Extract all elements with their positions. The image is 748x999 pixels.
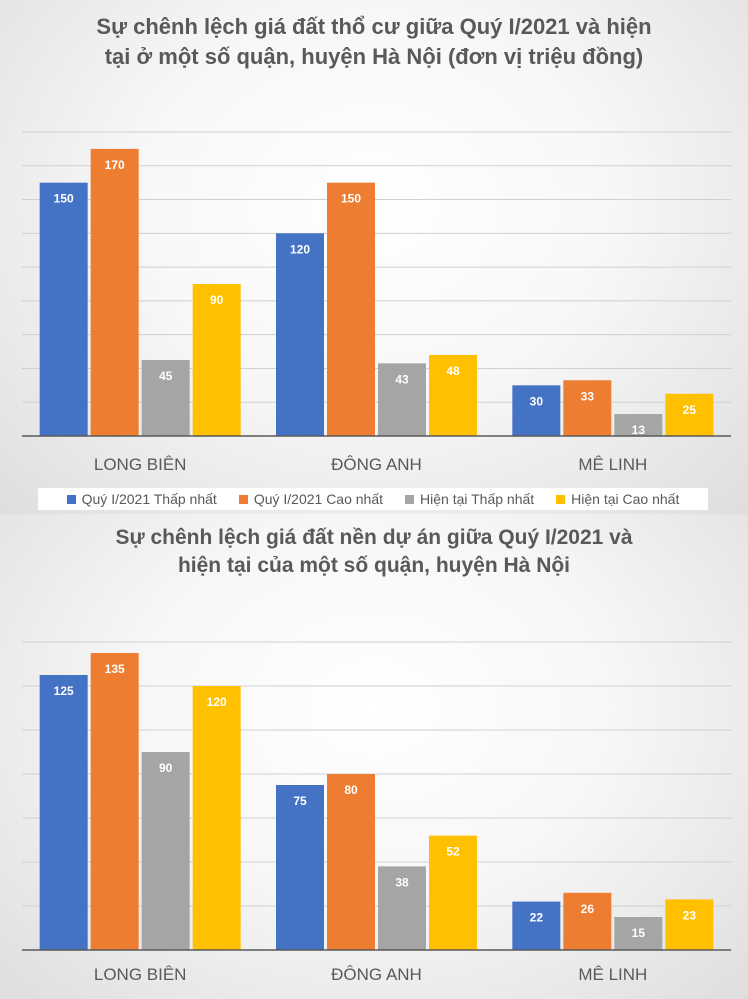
data-label: 135 xyxy=(105,662,125,676)
category-label: ĐÔNG ANH xyxy=(331,965,422,984)
data-label: 48 xyxy=(446,364,460,378)
data-label: 38 xyxy=(395,875,409,889)
bar xyxy=(327,182,375,436)
bar xyxy=(327,774,375,950)
data-label: 26 xyxy=(581,902,595,916)
data-label: 150 xyxy=(54,192,74,206)
bar xyxy=(512,385,561,436)
legend-swatch-icon xyxy=(405,494,415,504)
data-label: 22 xyxy=(530,911,544,925)
bar xyxy=(512,901,561,950)
legend-item: Quý I/2021 Cao nhất xyxy=(238,491,384,507)
data-label: 25 xyxy=(683,403,697,417)
bar xyxy=(90,148,139,436)
bar xyxy=(665,393,714,436)
legend-label: Quý I/2021 Cao nhất xyxy=(253,491,384,507)
data-label: 13 xyxy=(632,423,646,437)
chart-title: Sự chênh lệch giá đất nền dự án giữa Quý… xyxy=(115,526,633,578)
legend-swatch-icon xyxy=(556,494,566,504)
chart-panel-project: Sự chênh lệch giá đất nền dự án giữa Quý… xyxy=(0,514,748,999)
bar xyxy=(429,835,477,950)
data-label: 23 xyxy=(683,908,697,922)
chart-legend: Quý I/2021 Thấp nhất Quý I/2021 Cao nhất… xyxy=(38,488,708,510)
legend-swatch-icon xyxy=(238,494,248,504)
data-label: 75 xyxy=(293,794,307,808)
data-label: 15 xyxy=(632,926,646,940)
bar-chart-project: 125 135 90 120 LONG BIÊN 75 80 38 52 ĐÔNG ANH 22 26… xyxy=(22,641,731,984)
bar xyxy=(563,380,612,436)
legend-item: Quý I/2021 Thấp nhất xyxy=(66,491,217,507)
category-label: MÊ LINH xyxy=(578,965,647,984)
legend-label: Quý I/2021 Thấp nhất xyxy=(81,491,217,507)
bar xyxy=(665,899,714,950)
data-label: 125 xyxy=(54,684,74,698)
legend-label: Hiện tại Cao nhất xyxy=(571,491,680,507)
category-label: MÊ LINH xyxy=(578,455,647,474)
legend-label: Hiện tại Thấp nhất xyxy=(420,491,535,507)
bar-chart-land: 150 170 45 90 LONG BIÊN 120 150 43 48 ĐÔNG ANH 30 3… xyxy=(22,131,731,474)
data-label: 30 xyxy=(530,394,544,408)
data-label: 43 xyxy=(395,372,409,386)
bar xyxy=(192,284,241,436)
data-label: 80 xyxy=(344,783,358,797)
bar xyxy=(563,892,612,950)
data-label: 33 xyxy=(581,389,595,403)
category-label: LONG BIÊN xyxy=(94,965,187,984)
data-label: 45 xyxy=(159,369,173,383)
bar xyxy=(614,917,663,950)
bar xyxy=(141,752,190,950)
data-label: 90 xyxy=(159,761,173,775)
legend-item: Hiện tại Cao nhất xyxy=(556,491,679,507)
bar xyxy=(141,360,190,436)
bar xyxy=(378,866,426,950)
bar xyxy=(90,653,139,950)
legend-swatch-icon xyxy=(66,494,76,504)
bar xyxy=(378,363,426,436)
bar xyxy=(429,354,477,436)
bar xyxy=(276,785,324,950)
category-label: ĐÔNG ANH xyxy=(331,455,422,474)
data-label: 150 xyxy=(341,192,361,206)
category-label: LONG BIÊN xyxy=(94,455,187,474)
data-label: 90 xyxy=(210,293,224,307)
bar xyxy=(276,233,324,436)
bar xyxy=(192,686,241,950)
chart-panel-land: Sự chênh lệch giá đất thổ cư giữa Quý I/… xyxy=(0,0,748,514)
chart-title: Sự chênh lệch giá đất thổ cư giữa Quý I/… xyxy=(96,14,652,69)
bar xyxy=(614,414,663,436)
data-label: 120 xyxy=(207,695,227,709)
bar xyxy=(39,182,88,436)
bar xyxy=(39,675,88,950)
data-label: 120 xyxy=(290,242,310,256)
data-label: 52 xyxy=(446,845,460,859)
legend-item: Hiện tại Thấp nhất xyxy=(405,491,534,507)
data-label: 170 xyxy=(105,158,125,172)
